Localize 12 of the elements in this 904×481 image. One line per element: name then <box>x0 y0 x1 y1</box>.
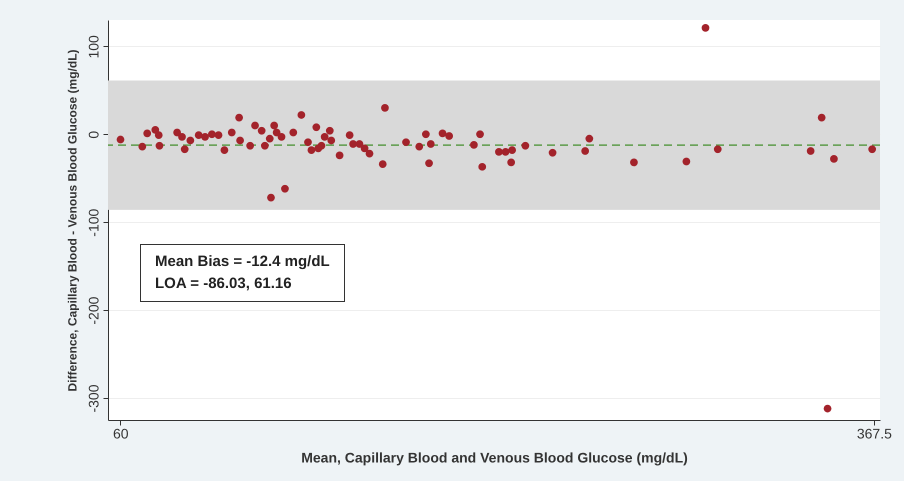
x-tick-label: 60 <box>112 426 129 442</box>
annotation: Mean Bias = -12.4 mg/dL <box>155 252 330 272</box>
x-axis-title: Mean, Capillary Blood and Venous Blood Glucose (mg/dL) <box>301 450 688 466</box>
annotation: LOA = -86.03, 61.16 <box>155 274 293 294</box>
y-axis-title: Difference, Capillary Blood - Venous Blood Glucose (mg/dL) <box>66 49 80 392</box>
y-tick-label: -100 <box>86 208 102 237</box>
y-tick-label: 0 <box>86 130 102 139</box>
x-tick-label: 367.5 <box>856 426 892 442</box>
y-tick-label: -300 <box>86 384 102 413</box>
annotation-box: Mean Bias = -12.4 mg/dL LOA = -86.03, 61.16 <box>140 244 345 302</box>
y-tick-label: 100 <box>86 34 102 59</box>
y-tick-label: -200 <box>86 296 102 325</box>
